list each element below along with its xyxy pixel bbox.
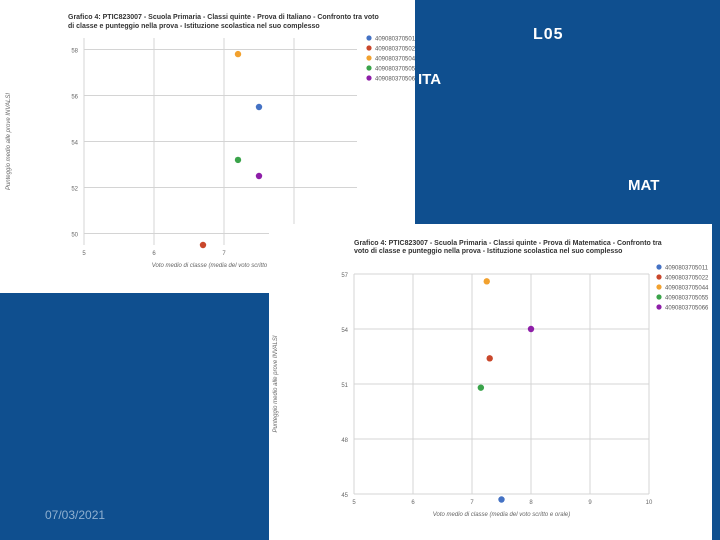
mat-legend-marker-1 (656, 264, 662, 270)
ita-subtitle: di classe e punteggio nella prova - Isti… (68, 23, 320, 30)
mat-point-4 (477, 384, 485, 391)
mat-x-tick-label: 9 (588, 500, 592, 506)
ita-legend-entry-5: 4090803705066 (375, 77, 415, 83)
mat-label: MAT (628, 177, 660, 194)
ita-y-axis-label: Punteggio medio alle prove INVALSI (6, 93, 12, 190)
mat-title: Grafico 4: PTIC823007 - Scuola Primaria … (354, 240, 662, 247)
mat-point-1 (498, 496, 505, 503)
ita-y-tick-label: 52 (71, 187, 78, 193)
chart-italiano: Grafico 4: PTIC823007 - Scuola Primaria … (6, 14, 415, 269)
ita-y-tick-label: 56 (71, 95, 78, 101)
ita-y-tick-label: 58 (71, 49, 78, 55)
mat-point-3 (483, 278, 490, 285)
mat-x-tick-label: 7 (470, 500, 474, 506)
mat-legend-marker-4 (656, 294, 662, 300)
slide-date: 07/03/2021 (45, 508, 106, 522)
mat-point-5 (527, 325, 535, 333)
mat-legend-entry-2: 4090803705022 (665, 276, 709, 282)
mat-x-tick-label: 5 (352, 500, 356, 506)
mat-y-tick-label: 54 (341, 328, 348, 334)
mat-y-tick-label: 45 (341, 493, 348, 499)
ita-y-tick-label: 50 (71, 233, 78, 239)
ita-legend-marker-3 (366, 55, 372, 61)
mat-y-tick-label: 51 (341, 383, 348, 389)
mat-legend-marker-5 (656, 304, 662, 310)
chart-panel-matematica: Grafico 4: PTIC823007 - Scuola Primaria … (269, 224, 712, 540)
mat-point-2 (486, 355, 493, 362)
mat-legend-marker-2 (656, 274, 662, 280)
ita-legend-marker-5 (366, 75, 372, 81)
ita-legend-marker-4 (366, 65, 372, 71)
chart-matematica: Grafico 4: PTIC823007 - Scuola Primaria … (273, 240, 709, 518)
mat-legend-entry-1: 4090803705011 (665, 266, 709, 272)
ita-legend-marker-1 (366, 35, 372, 41)
mat-legend-marker-3 (656, 284, 662, 290)
mat-x-axis-label: Voto medio di classe (media del voto scr… (433, 512, 571, 518)
ita-legend-entry-4: 4090803705055 (375, 67, 415, 73)
ita-point-1 (255, 103, 263, 111)
ita-point-4 (234, 156, 242, 164)
ita-label: ITA (418, 71, 442, 88)
ita-x-tick-label: 5 (82, 251, 86, 257)
ita-legend-entry-2: 4090803705022 (375, 47, 415, 53)
mat-x-tick-label: 8 (529, 500, 533, 506)
mat-x-tick-label: 10 (646, 500, 653, 506)
slide-code-label: L05 (533, 26, 564, 43)
ita-legend-entry-1: 4090803705011 (375, 37, 415, 43)
chart-panel-italiano: Grafico 4: PTIC823007 - Scuola Primaria … (0, 0, 415, 293)
mat-y-tick-label: 48 (341, 438, 348, 444)
mat-y-tick-label: 57 (341, 273, 348, 279)
ita-point-2 (199, 241, 207, 249)
ita-title: Grafico 4: PTIC823007 - Scuola Primaria … (68, 14, 379, 21)
ita-x-tick-label: 7 (222, 251, 226, 257)
ita-point-3 (234, 50, 242, 58)
mat-legend-entry-5: 4090803705066 (665, 306, 709, 312)
ita-y-tick-label: 54 (71, 141, 78, 147)
ita-legend-entry-3: 4090803705044 (375, 57, 415, 63)
ita-point-5 (255, 172, 263, 180)
mat-legend-entry-4: 4090803705055 (665, 296, 709, 302)
mat-x-tick-label: 6 (411, 500, 415, 506)
mat-subtitle: voto di classe e punteggio nella prova -… (354, 248, 622, 255)
mat-legend-entry-3: 4090803705044 (665, 286, 709, 292)
ita-x-tick-label: 6 (152, 251, 156, 257)
mat-y-axis-label: Punteggio medio alle prove INVALSI (273, 335, 279, 432)
ita-x-axis-label: Voto medio di classe (media del voto scr… (152, 263, 290, 269)
ita-legend-marker-2 (366, 45, 372, 51)
